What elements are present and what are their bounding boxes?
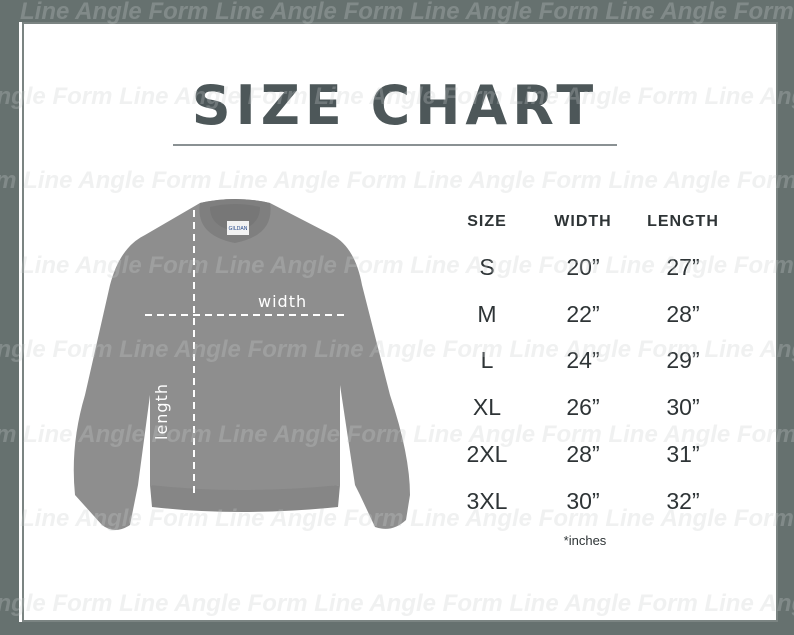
cell-length: 31”: [666, 440, 700, 467]
length-label: length: [152, 383, 171, 440]
cell-size: M: [477, 300, 497, 327]
cell-width: 22”: [566, 300, 600, 327]
width-label: width: [258, 292, 308, 311]
sweatshirt-image: GILDAN: [73, 199, 410, 530]
gildan-tag: [227, 221, 249, 235]
header-size: SIZE: [467, 213, 507, 230]
units-note: *inches: [563, 533, 607, 548]
sweatshirt-body: [73, 199, 410, 530]
cell-length: 29”: [666, 347, 700, 374]
cell-size: XL: [472, 394, 502, 421]
cell-size: S: [479, 254, 495, 280]
cell-size: 2XL: [466, 440, 508, 467]
cell-length: 32”: [666, 487, 700, 514]
cell-length: 28”: [666, 300, 700, 327]
cell-size: L: [480, 347, 494, 374]
cell-width: 20”: [566, 254, 600, 280]
cell-width: 30”: [566, 487, 600, 514]
cell-width: 26”: [566, 394, 600, 421]
panel-border: [22, 22, 778, 622]
cell-width: 28”: [566, 440, 600, 467]
cell-width: 24”: [566, 347, 600, 374]
cell-length: 27”: [666, 254, 700, 280]
header-length: LENGTH: [647, 213, 719, 230]
svg-text:GILDAN: GILDAN: [228, 226, 247, 232]
cell-size: 3XL: [466, 487, 508, 514]
cell-length: 30”: [666, 394, 700, 421]
header-width: WIDTH: [554, 213, 612, 230]
page-title: SIZE CHART: [191, 74, 599, 137]
title-divider: [173, 144, 617, 146]
